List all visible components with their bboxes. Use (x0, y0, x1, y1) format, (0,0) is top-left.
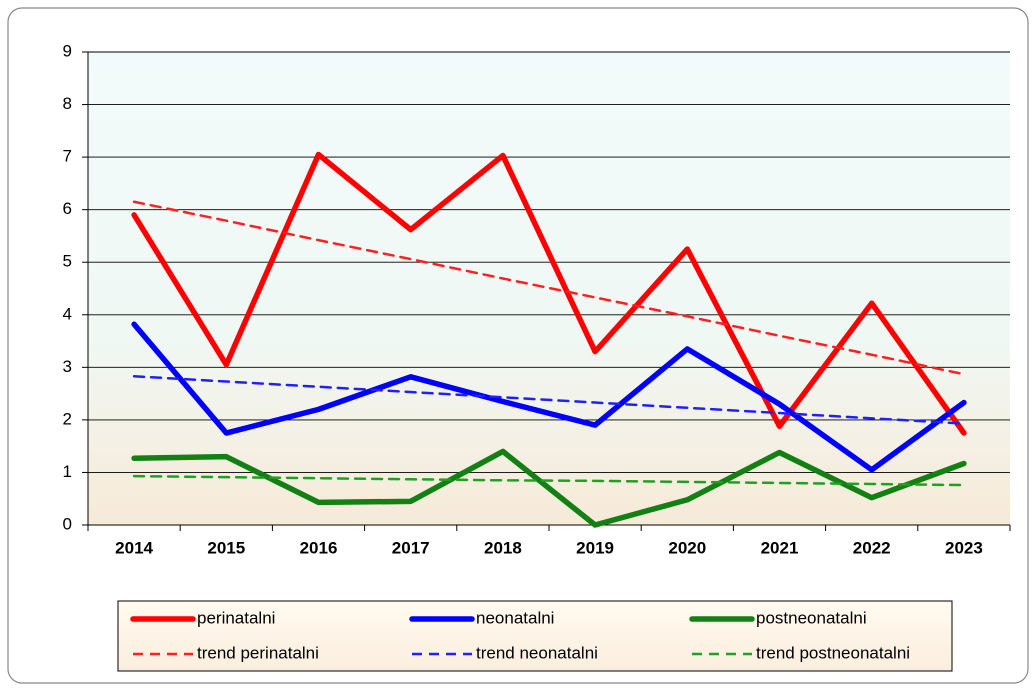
y-tick-label: 4 (63, 304, 72, 323)
x-tick-label: 2017 (392, 538, 430, 557)
legend-label: perinatalni (197, 608, 275, 627)
x-tick-label: 2019 (576, 538, 614, 557)
y-tick-label: 5 (63, 252, 72, 271)
chart: 0 1 2 3 4 5 6 7 8 9 2014 2015 2016 2017 2018 2019 2020 20… (0, 0, 1036, 691)
x-tick-label: 2018 (484, 538, 522, 557)
legend-label: postneonatalni (756, 608, 867, 627)
y-tick-label: 9 (63, 41, 72, 60)
y-tick-label: 0 (63, 514, 72, 533)
legend-label: trend postneonatalni (756, 643, 910, 662)
x-tick-label: 2015 (207, 538, 245, 557)
x-tick-label: 2020 (668, 538, 706, 557)
y-tick-label: 6 (63, 199, 72, 218)
x-tick-label: 2022 (853, 538, 891, 557)
legend-label: neonatalni (476, 608, 554, 627)
y-tick-label: 1 (63, 462, 72, 481)
y-tick-label: 2 (63, 409, 72, 428)
legend-label: trend perinatalni (197, 643, 319, 662)
legend-label: trend neonatalni (476, 643, 598, 662)
x-tick-label: 2016 (300, 538, 338, 557)
x-tick-label: 2021 (761, 538, 799, 557)
y-tick-label: 8 (63, 94, 72, 113)
x-tick-label: 2014 (115, 538, 153, 557)
y-tick-label: 3 (63, 357, 72, 376)
x-tick-label: 2023 (945, 538, 983, 557)
y-tick-label: 7 (63, 147, 72, 166)
